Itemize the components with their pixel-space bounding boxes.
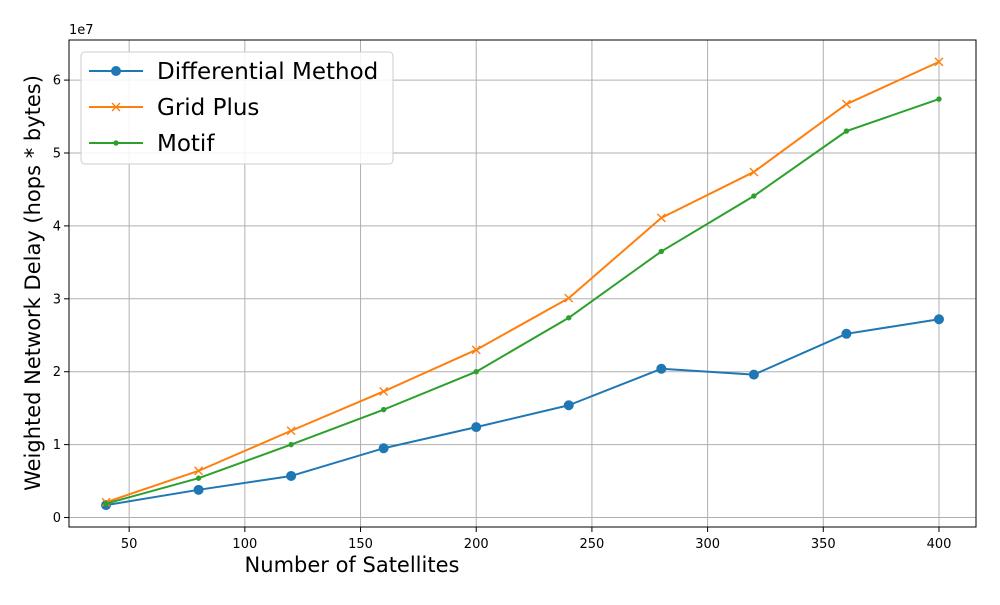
legend-item-motif: Motif — [89, 131, 215, 157]
data-point-differential-method — [378, 443, 389, 454]
data-point-grid-plus — [749, 167, 759, 177]
data-point-differential-method — [933, 314, 944, 325]
data-point-motif — [751, 193, 757, 199]
data-point-differential-method — [563, 400, 574, 411]
legend-marker-motif — [113, 140, 119, 146]
data-point-differential-method — [748, 369, 759, 380]
legend-item-grid-plus: Grid Plus — [89, 95, 259, 121]
series-motif — [103, 96, 942, 507]
data-point-grid-plus — [194, 466, 204, 476]
x-tick-label: 200 — [464, 537, 489, 552]
y-tick-label: 6 — [53, 74, 61, 89]
data-point-grid-plus — [841, 99, 851, 109]
axis-ticks: 50 100 150 200 250 300 350 400 0 1 2 3 4 5 6 — [53, 74, 952, 552]
legend-label-differential-method: Differential Method — [157, 59, 378, 85]
x-tick-label: 250 — [579, 537, 604, 552]
y-tick-label: 0 — [53, 511, 61, 526]
series-line-grid-plus — [105, 60, 940, 504]
series-line-differential-method — [105, 318, 940, 507]
data-point-motif — [103, 500, 109, 507]
grid-lines — [69, 40, 976, 527]
data-point-motif — [566, 315, 572, 321]
plot-frame — [68, 39, 977, 528]
y-tick-label: 1 — [53, 438, 61, 453]
series-layer — [101, 57, 944, 511]
y-tick-label: 2 — [53, 365, 61, 380]
x-tick-label: 150 — [348, 537, 373, 552]
data-point-grid-plus — [656, 213, 666, 223]
data-point-grid-plus — [471, 345, 481, 355]
legend-marker-grid-plus — [111, 102, 121, 112]
x-tick-label: 300 — [695, 537, 720, 552]
data-point-differential-method — [656, 363, 667, 374]
data-point-differential-method — [286, 470, 297, 481]
x-tick-label: 100 — [232, 537, 257, 552]
data-point-grid-plus — [379, 386, 389, 396]
y-axis-label: Weighted Network Delay (hops * bytes) — [21, 75, 45, 491]
data-point-motif — [380, 406, 387, 413]
series-grid-plus — [101, 57, 944, 507]
y-tick-label: 4 — [53, 219, 61, 234]
series-differential-method — [101, 314, 944, 511]
x-axis-label: Number of Satellites — [245, 553, 460, 577]
legend-item-differential-method: Differential Method — [89, 59, 378, 85]
legend-label-motif: Motif — [157, 131, 215, 157]
legend-box — [80, 51, 394, 165]
data-point-motif — [473, 369, 479, 375]
data-point-motif — [195, 475, 202, 481]
y-tick-label: 5 — [53, 147, 61, 162]
legend: Differential Method Grid Plus Motif — [80, 51, 394, 165]
data-point-motif — [288, 441, 294, 448]
legend-label-grid-plus: Grid Plus — [157, 95, 259, 121]
y-axis-offset-label: 1e7 — [69, 23, 94, 38]
data-point-grid-plus — [934, 57, 944, 67]
data-point-motif — [936, 96, 942, 102]
data-point-motif — [658, 248, 665, 255]
legend-items: Differential Method Grid Plus Motif — [89, 59, 378, 157]
data-point-motif — [843, 128, 850, 134]
data-point-differential-method — [841, 328, 852, 339]
data-point-differential-method — [193, 484, 204, 495]
data-point-differential-method — [471, 422, 482, 433]
data-point-grid-plus — [564, 293, 574, 303]
x-tick-label: 400 — [927, 537, 952, 552]
legend-marker-differential-method — [111, 66, 121, 76]
x-tick-label: 350 — [811, 537, 836, 552]
data-point-grid-plus — [286, 426, 296, 436]
series-line-motif — [105, 98, 940, 505]
x-tick-label: 50 — [121, 537, 138, 552]
y-tick-label: 3 — [53, 292, 61, 307]
